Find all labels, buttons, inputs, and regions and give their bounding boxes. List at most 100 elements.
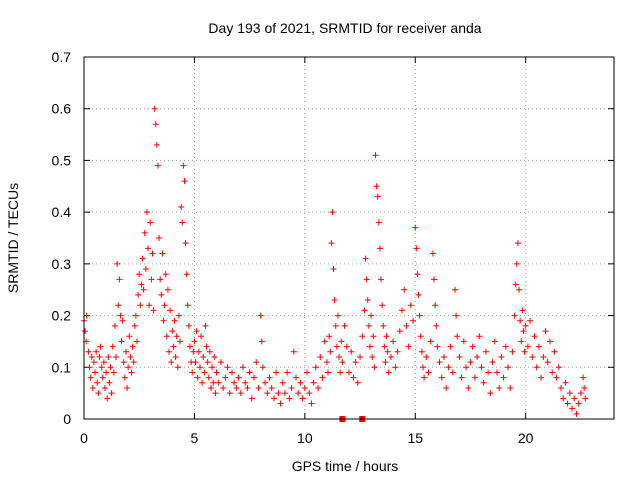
- data-point: [115, 302, 122, 309]
- data-point: [346, 369, 352, 376]
- data-point: [99, 374, 106, 381]
- data-point: [403, 322, 410, 329]
- data-point: [288, 384, 295, 391]
- data-point: [582, 395, 589, 402]
- data-point: [518, 338, 525, 345]
- data-point: [581, 384, 588, 391]
- data-point: [319, 374, 326, 381]
- data-point: [460, 338, 467, 345]
- data-point: [312, 364, 319, 371]
- data-point: [171, 317, 178, 324]
- data-point: [447, 343, 454, 350]
- data-point: [306, 390, 313, 397]
- y-tick-label: 0: [63, 411, 71, 427]
- data-point: [200, 353, 207, 360]
- data-point: [131, 322, 138, 329]
- y-tick-label: 0.3: [52, 256, 72, 272]
- data-point: [113, 353, 120, 360]
- data-point: [476, 333, 483, 340]
- data-point: [121, 374, 128, 381]
- data-point: [122, 348, 129, 355]
- data-point: [220, 384, 227, 391]
- data-point: [116, 276, 123, 283]
- data-point: [509, 348, 516, 355]
- data-point: [415, 291, 422, 298]
- data-point: [222, 374, 229, 381]
- data-point: [100, 359, 107, 366]
- data-point: [286, 395, 293, 402]
- data-point: [329, 209, 336, 216]
- data-point: [517, 317, 524, 324]
- data-point: [266, 374, 273, 381]
- data-point: [538, 374, 545, 381]
- data-point: [169, 328, 176, 335]
- data-point: [419, 364, 426, 371]
- data-point: [89, 384, 96, 391]
- data-point: [146, 302, 153, 309]
- data-point: [154, 162, 161, 169]
- data-point: [101, 384, 108, 391]
- data-point: [209, 364, 216, 371]
- data-point: [204, 359, 211, 366]
- data-point: [374, 193, 381, 200]
- data-point: [325, 369, 332, 376]
- data-point: [290, 348, 297, 355]
- data-point: [135, 291, 142, 298]
- axis-ticks: 0 0.1 0.2 0.3 0.4 0.5 0.6 0.7 0 5 10 15 20: [52, 49, 614, 446]
- data-point: [268, 384, 275, 391]
- data-point: [352, 359, 359, 366]
- data-point: [130, 359, 137, 366]
- data-point: [251, 374, 258, 381]
- data-point: [124, 384, 131, 391]
- data-point: [511, 312, 518, 319]
- data-point: [255, 384, 262, 391]
- data-point: [569, 405, 576, 412]
- data-point: [343, 343, 350, 350]
- data-point: [143, 209, 150, 216]
- data-point: [571, 395, 578, 402]
- data-point: [438, 374, 445, 381]
- data-point: [138, 281, 145, 288]
- data-point: [478, 364, 485, 371]
- data-point: [326, 333, 333, 340]
- data-point: [295, 390, 302, 397]
- data-point: [334, 312, 341, 319]
- data-point: [224, 364, 231, 371]
- data-point: [215, 379, 222, 386]
- data-point: [86, 364, 93, 371]
- data-point: [542, 328, 549, 335]
- data-point: [211, 353, 218, 360]
- data-point: [184, 302, 191, 309]
- data-point: [231, 379, 238, 386]
- data-point: [95, 390, 102, 397]
- data-point: [293, 374, 299, 381]
- data-point: [226, 390, 233, 397]
- data-point: [449, 369, 456, 376]
- data-point: [172, 353, 179, 360]
- data-point: [500, 374, 507, 381]
- data-point: [514, 240, 521, 247]
- data-point: [237, 390, 244, 397]
- data-point: [317, 353, 324, 360]
- data-point: [558, 384, 564, 391]
- data-point: [194, 374, 201, 381]
- data-point: [433, 322, 440, 329]
- data-point: [573, 410, 580, 417]
- y-tick-label: 0.5: [52, 152, 72, 168]
- data-point: [521, 348, 528, 355]
- data-point: [253, 359, 260, 366]
- data-point: [382, 359, 389, 366]
- data-point: [202, 322, 209, 329]
- data-point: [505, 364, 511, 371]
- data-point: [158, 291, 165, 298]
- data-point: [458, 374, 465, 381]
- data-point: [359, 333, 366, 340]
- data-point: [348, 348, 355, 355]
- data-point: [147, 219, 154, 226]
- data-point: [370, 333, 377, 340]
- data-point: [383, 333, 390, 340]
- data-point: [193, 328, 200, 335]
- data-point: [190, 348, 197, 355]
- data-point: [371, 364, 378, 371]
- data-point: [149, 250, 156, 257]
